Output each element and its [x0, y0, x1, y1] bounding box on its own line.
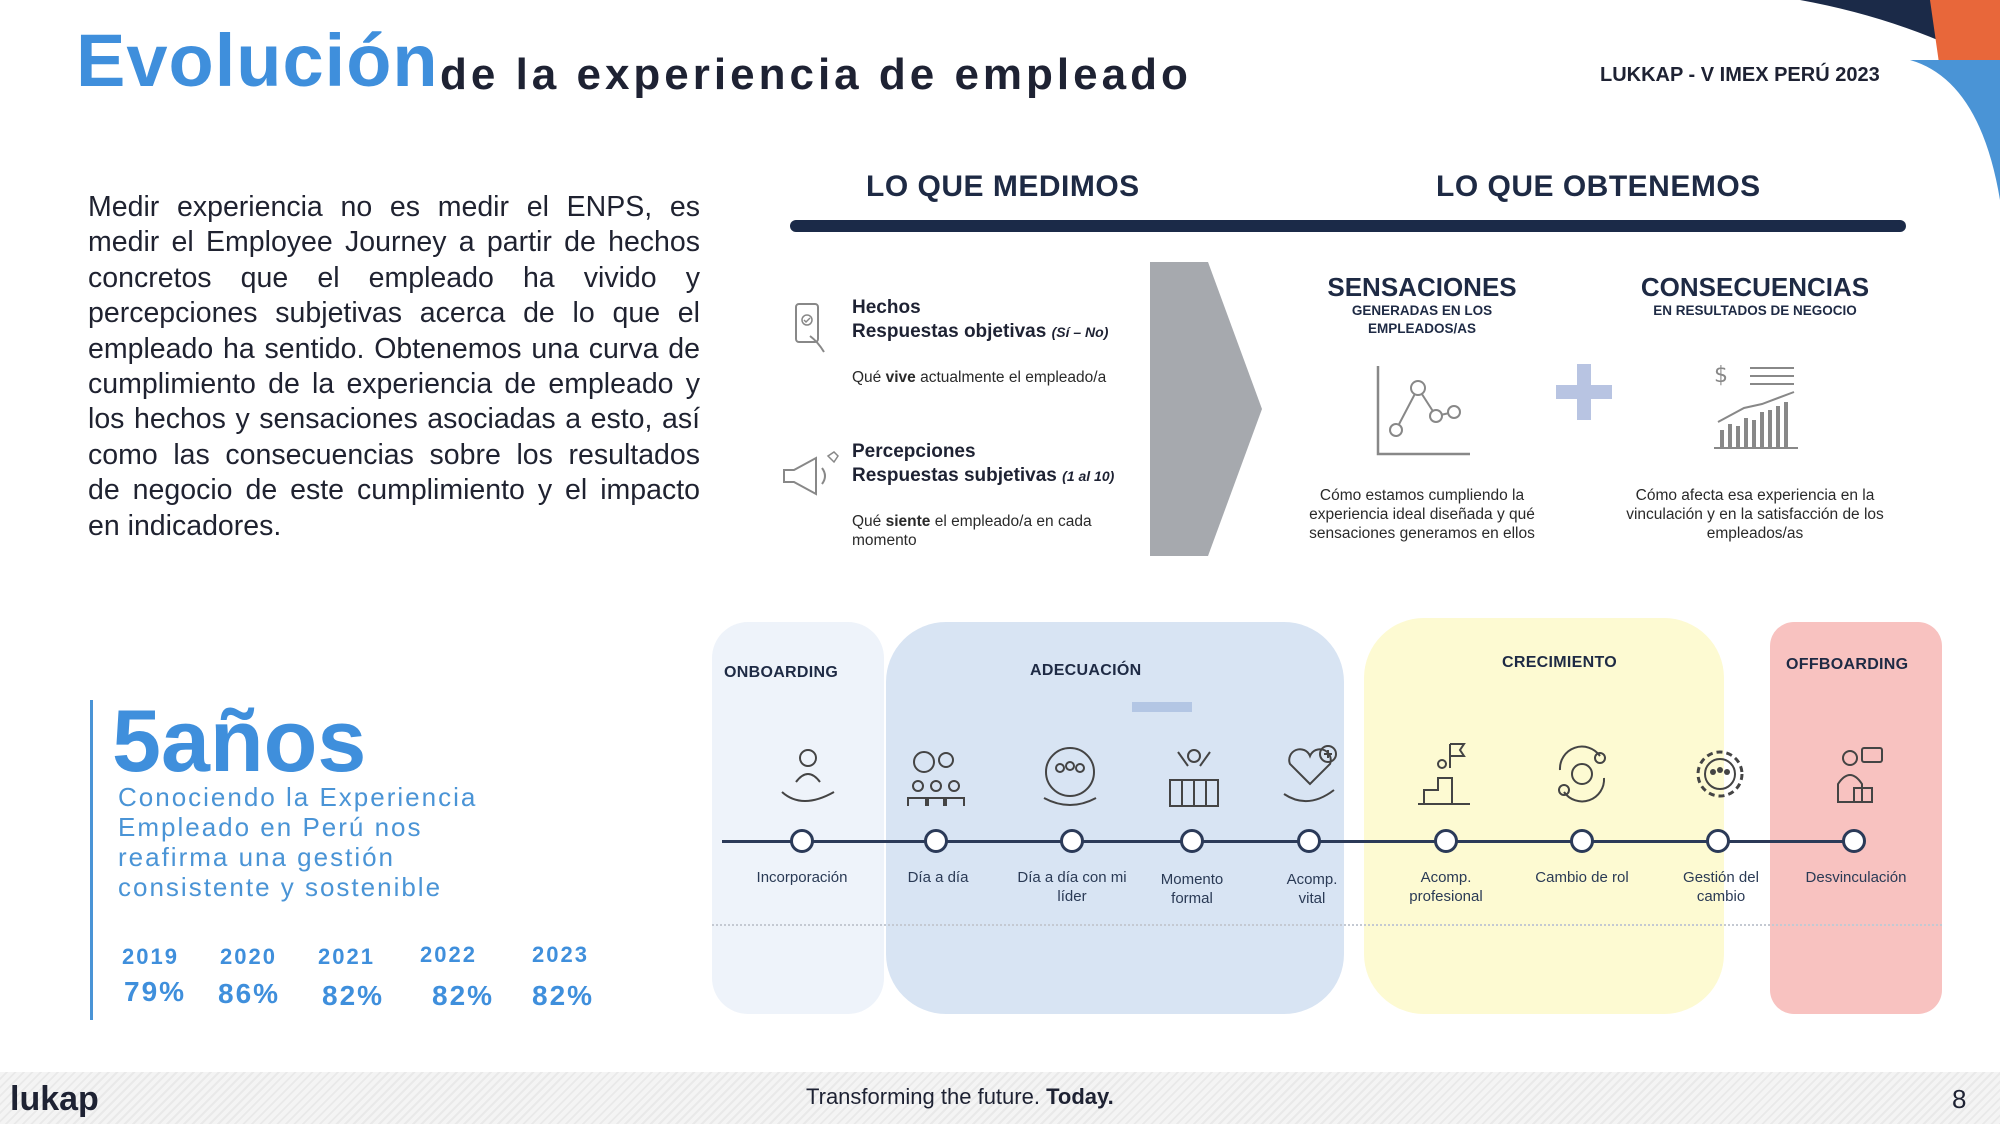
phase-adecuacion: ADECUACIÓN [1030, 662, 1142, 679]
years-headline: 5años [112, 691, 367, 790]
timeline-line [722, 840, 1864, 843]
flag-climb-icon [1418, 743, 1470, 805]
year-value: 86% [218, 978, 281, 1009]
plus-icon [1556, 364, 1612, 420]
year-label: 2019 [122, 944, 179, 969]
heart-hand-icon [1283, 745, 1337, 802]
leader-group-icon [1043, 747, 1097, 806]
corner-decoration [1800, 0, 2000, 200]
stage-label: Cambio de rol [1535, 869, 1629, 886]
stage-label: Gestión del cambio [1683, 869, 1759, 905]
phone-check-icon [795, 303, 825, 353]
page-number: 8 [1952, 1084, 1967, 1114]
money-bar-chart-icon: $ [1714, 363, 1798, 449]
year-value: 82% [532, 980, 595, 1011]
sensaciones-subtitle: GENERADAS EN LOS EMPLEADOS/AS [1351, 303, 1493, 336]
year-value: 79% [124, 976, 187, 1007]
year-label: 2020 [220, 944, 277, 969]
panel-crecimiento [1364, 618, 1724, 1014]
event-label: LUKKAP - V IMEX PERÚ 2023 [1600, 64, 1880, 86]
panel-adecuacion [886, 622, 1344, 1014]
consecuencias-title: CONSECUENCIAS [1640, 272, 1870, 302]
chevron-arrow-icon [1150, 262, 1262, 556]
svg-text:$: $ [1714, 363, 1728, 388]
tagline: Transforming the future. Today. [806, 1084, 1114, 1109]
timeline-node [924, 829, 948, 853]
hechos-subtitle: Respuestas objetivas (Sí – No) [852, 321, 1109, 342]
section-divider [790, 220, 1906, 232]
footer-bar [0, 1072, 2000, 1124]
exit-person-icon [1837, 747, 1883, 803]
team-gears-icon [907, 751, 965, 806]
timeline-node [790, 829, 814, 853]
panel-offboarding [1770, 622, 1942, 1014]
timeline-node [1842, 829, 1866, 853]
percepciones-title: Percepciones [852, 441, 976, 462]
megaphone-icon [783, 451, 839, 496]
timeline-node [1297, 829, 1321, 853]
stage-label: Día a día [907, 869, 969, 886]
timeline-node [1706, 829, 1730, 853]
year-value: 82% [322, 980, 385, 1011]
stage-label: Momento formal [1160, 871, 1224, 907]
hechos-title: Hechos [852, 297, 921, 318]
consecuencias-desc: Cómo afecta esa experiencia en la vincul… [1626, 487, 1884, 542]
stage-label: Acomp. profesional [1409, 869, 1483, 905]
gear-people-icon [1696, 750, 1744, 798]
consecuencias-subtitle: EN RESULTADOS DE NEGOCIO [1653, 303, 1857, 318]
timeline-dotted [712, 924, 1942, 926]
percepciones-subtitle: Respuestas subjetivas (1 al 10) [852, 465, 1115, 486]
timeline-node [1180, 829, 1204, 853]
intro-paragraph: Medir experiencia no es medir el ENPS, e… [88, 191, 700, 542]
stage-label: Desvinculación [1805, 869, 1907, 886]
hechos-desc: Qué vive actualmente el empleado/a [852, 369, 1107, 386]
celebration-group-icon [1169, 749, 1219, 807]
year-value: 82% [432, 980, 495, 1011]
sensaciones-desc: Cómo estamos cumpliendo la experiencia i… [1309, 487, 1535, 542]
stage-label: Acomp. vital [1286, 871, 1338, 907]
year-label: 2021 [318, 944, 375, 969]
role-change-icon [1558, 745, 1606, 803]
percepciones-desc: Qué siente el empleado/a en cada momento [852, 513, 1092, 549]
panel-onboarding [712, 622, 884, 1014]
heading-lo-que-obtenemos: LO QUE OBTENEMOS [1436, 170, 1761, 203]
stage-label: Incorporación [756, 869, 848, 886]
timeline-node [1570, 829, 1594, 853]
heading-lo-que-medimos: LO QUE MEDIMOS [866, 170, 1140, 203]
sensaciones-title: SENSACIONES [1327, 272, 1517, 302]
years-subtext: Conociendo la Experiencia Empleado en Pe… [118, 782, 478, 902]
year-label: 2022 [420, 942, 477, 967]
phase-marker [1132, 702, 1192, 712]
page-title: Evolución [76, 19, 439, 102]
timeline-node [1434, 829, 1458, 853]
phase-onboarding: ONBOARDING [724, 664, 839, 681]
logo: lukap [10, 1080, 99, 1118]
phase-offboarding: OFFBOARDING [1786, 656, 1909, 673]
accent-line [90, 700, 93, 1020]
phase-crecimiento: CRECIMIENTO [1502, 654, 1618, 671]
stage-label: Día a día con mi líder [1017, 869, 1127, 905]
hand-person-icon [781, 749, 835, 802]
timeline-node [1060, 829, 1084, 853]
line-chart-icon [1376, 366, 1470, 456]
year-label: 2023 [532, 942, 589, 967]
page-subtitle: de la experiencia de empleado [440, 50, 1192, 99]
